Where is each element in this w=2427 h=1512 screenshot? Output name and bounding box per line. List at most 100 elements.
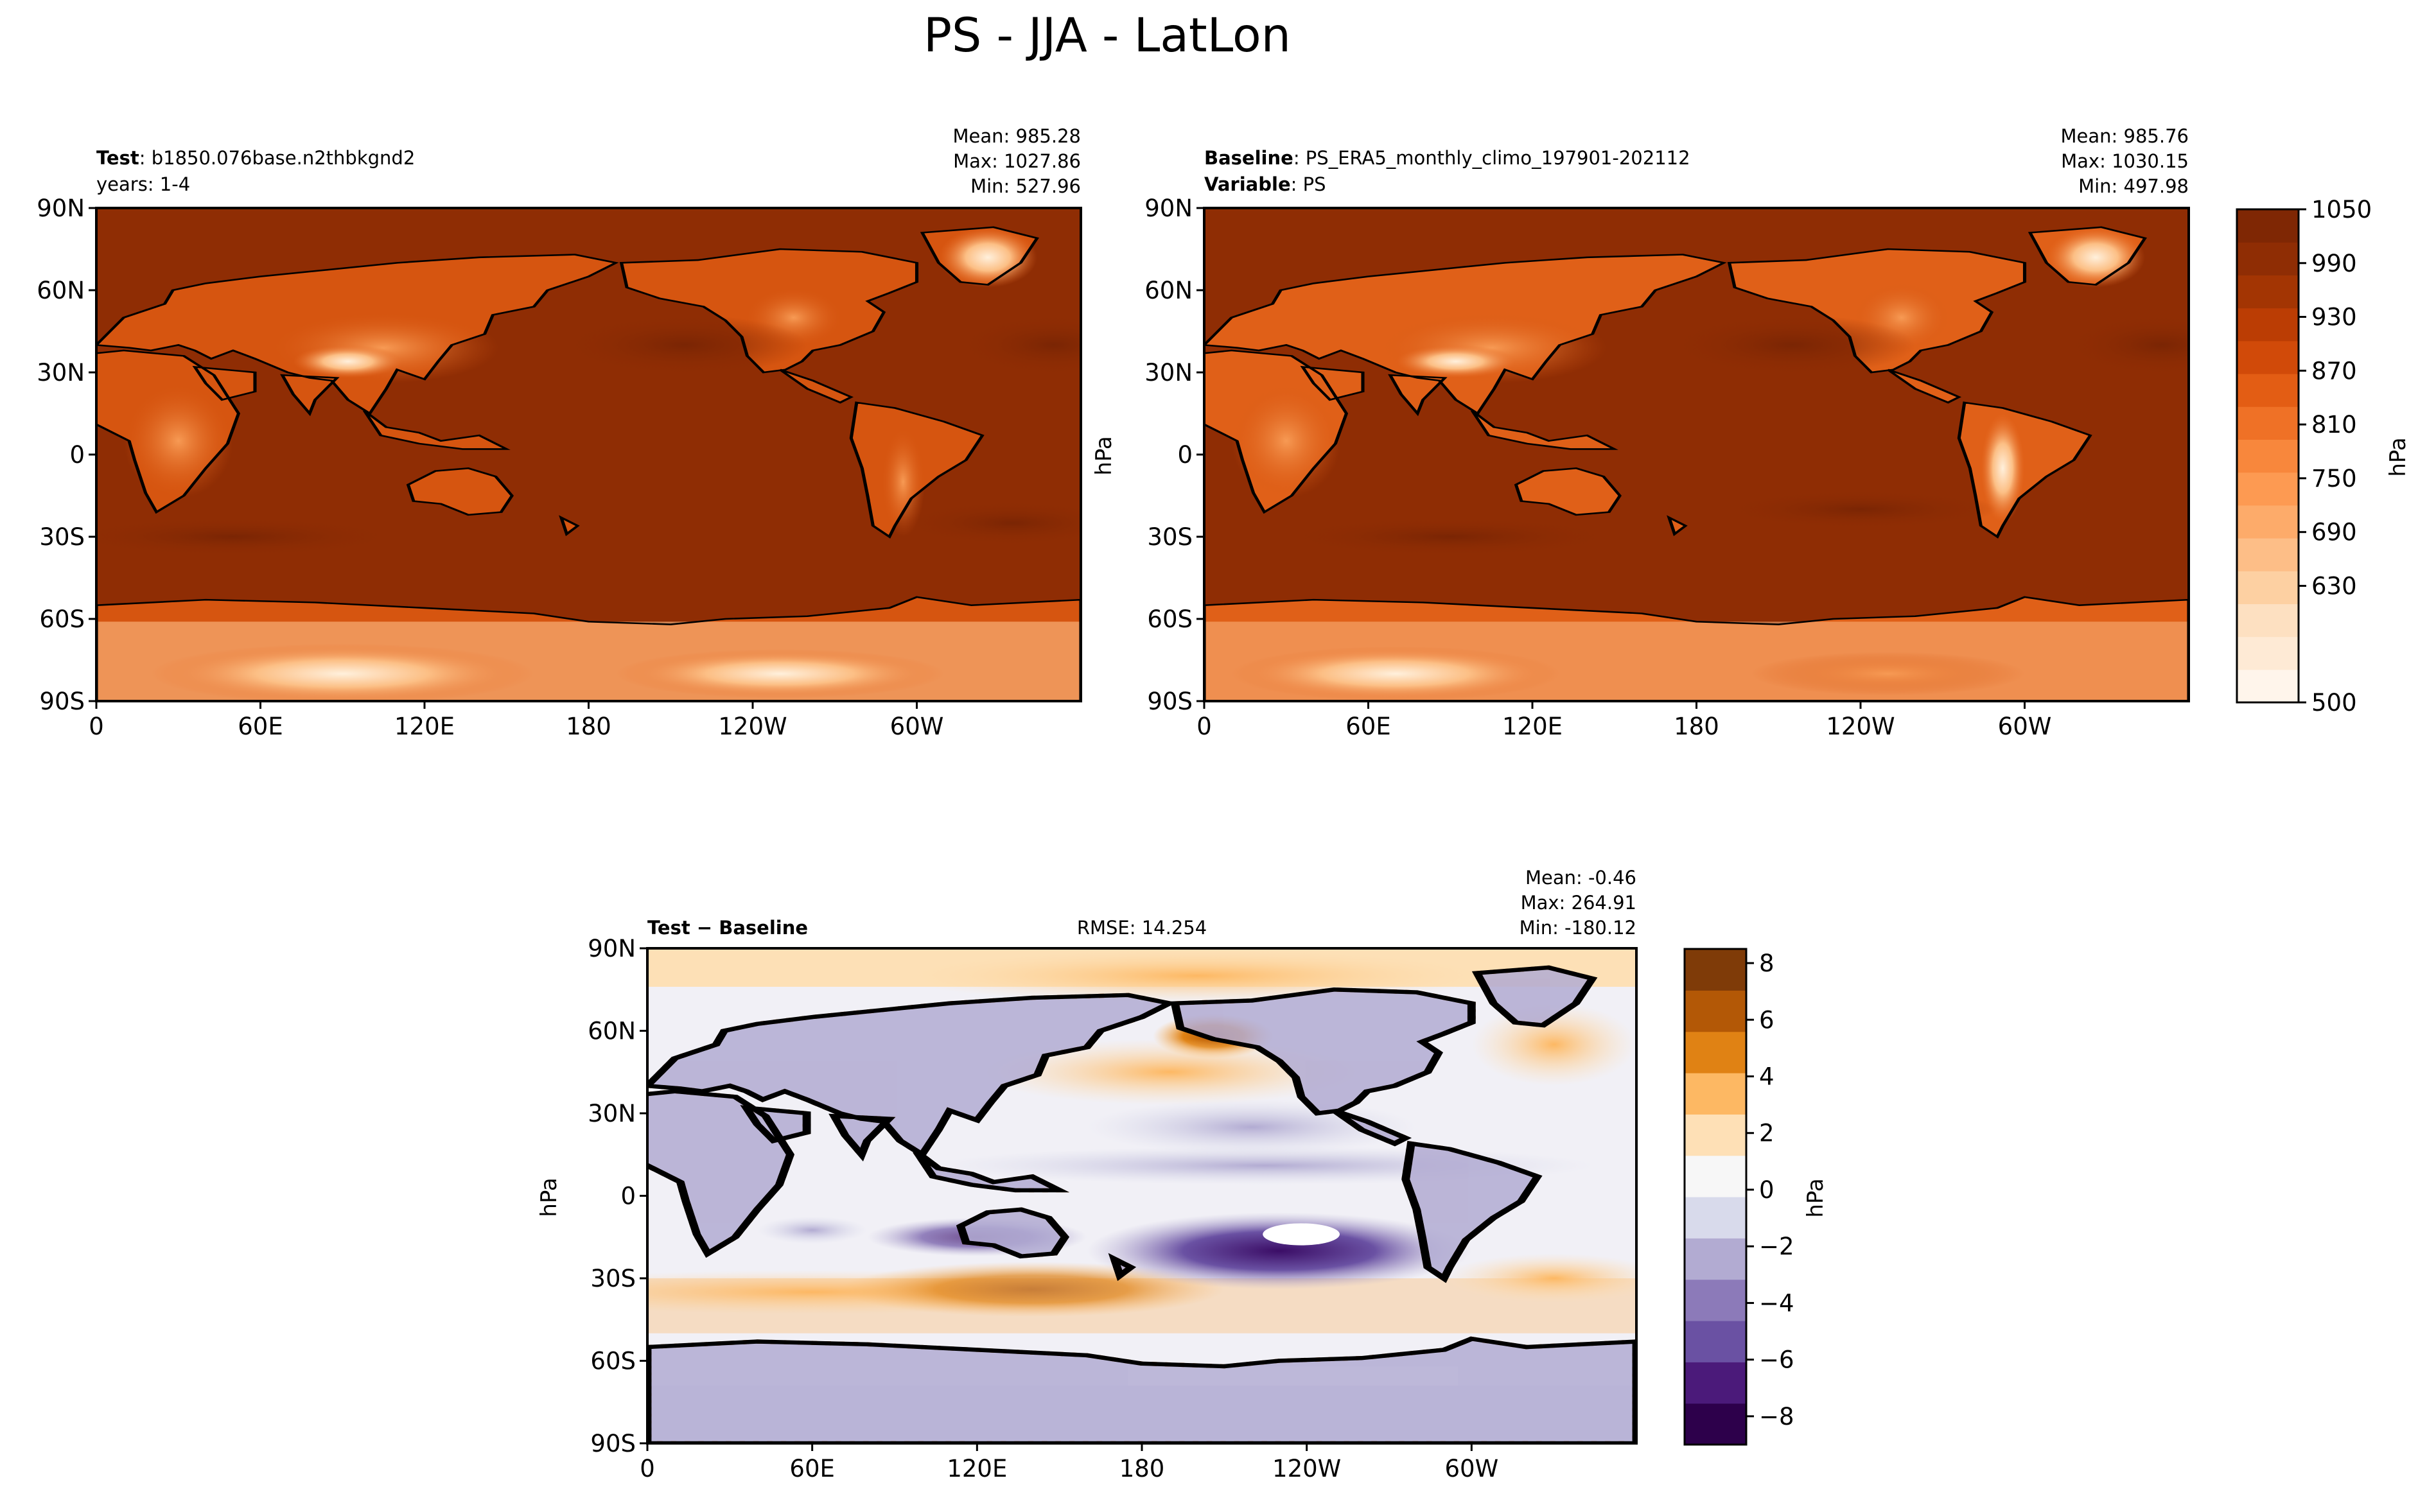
baseline-ylabel: hPa xyxy=(1091,436,1117,475)
colorbar-swatch xyxy=(1685,1403,1746,1445)
colorbar-tick-label: 630 xyxy=(2311,572,2357,600)
baseline-label-bold: Baseline xyxy=(1204,147,1293,169)
colorbar-swatch xyxy=(1685,949,1746,991)
colorbar-swatch xyxy=(2237,209,2299,243)
y-tick-label: 30S xyxy=(39,523,85,551)
colorbar-swatch xyxy=(2237,604,2299,638)
colorbar-swatch xyxy=(2237,439,2299,473)
colorbar-swatch xyxy=(1685,1279,1746,1321)
x-tick-label: 60E xyxy=(238,713,283,740)
test-annotations: Test: b1850.076base.n2thbkgnd2 years: 1-… xyxy=(96,125,1081,197)
colorbar-tick-label: 870 xyxy=(2311,357,2357,385)
y-tick-label: 60S xyxy=(590,1348,636,1375)
y-tick-label: 90S xyxy=(39,688,85,715)
baseline-label-file: : PS_ERA5_monthly_climo_197901-202112 xyxy=(1293,147,1690,169)
colorbar-tick-label: −4 xyxy=(1759,1289,1794,1317)
colorbar-tick-label: 1050 xyxy=(2311,196,2372,223)
variable-label-bold: Variable xyxy=(1204,173,1291,195)
colorbar-tick-label: −2 xyxy=(1759,1233,1794,1260)
x-tick-label: 120E xyxy=(947,1455,1007,1482)
y-tick-label: 90S xyxy=(590,1430,636,1457)
colorbar-swatch xyxy=(2237,308,2299,342)
test-panel xyxy=(95,207,1082,702)
difference-min: Min: -180.12 xyxy=(1520,917,1636,939)
test-map xyxy=(96,208,1081,701)
colorbar-tick-label: 810 xyxy=(2311,411,2357,439)
test-label: Test: b1850.076base.n2thbkgnd2 xyxy=(96,147,415,169)
colorbar-swatch xyxy=(1685,1073,1746,1115)
x-tick-label: 120W xyxy=(718,713,787,740)
colorbar-swatch xyxy=(2237,571,2299,604)
y-tick-label: 60S xyxy=(1147,605,1193,633)
colorbar-tick-label: 0 xyxy=(1759,1176,1774,1204)
y-tick-label: 90N xyxy=(588,935,636,962)
y-tick-label: 60N xyxy=(1144,277,1193,304)
y-tick-label: 60N xyxy=(588,1018,636,1045)
colorbar-swatch xyxy=(2237,505,2299,539)
x-tick-label: 60W xyxy=(1444,1455,1498,1482)
colorbar-tick-label: −8 xyxy=(1759,1403,1794,1430)
y-tick-label: 0 xyxy=(1177,441,1193,469)
test-label-bold: Test xyxy=(96,147,139,169)
difference-panel xyxy=(646,947,1638,1445)
colorbar-swatch xyxy=(1685,990,1746,1032)
y-tick-label: 30N xyxy=(37,359,85,387)
colorbar-swatch xyxy=(2237,374,2299,407)
colorbar-swatch xyxy=(2237,340,2299,374)
x-tick-label: 60E xyxy=(789,1455,834,1482)
difference-label: Test − Baseline xyxy=(647,917,808,939)
colorbar-tick-label: 2 xyxy=(1759,1120,1774,1147)
x-tick-label: 0 xyxy=(1196,713,1212,740)
x-tick-label: 120E xyxy=(394,713,455,740)
test-min: Min: 527.96 xyxy=(970,175,1081,197)
y-tick-label: 30N xyxy=(588,1100,636,1127)
x-tick-label: 180 xyxy=(1674,713,1719,740)
test-mean: Mean: 985.28 xyxy=(953,125,1081,147)
colorbar-swatch xyxy=(1685,1362,1746,1404)
colorbar-tick-label: 690 xyxy=(2311,519,2357,546)
colorbar-tick-label: 750 xyxy=(2311,465,2357,492)
difference-annotations: Test − Baseline RMSE: 14.254 Mean: -0.46… xyxy=(536,867,1636,1217)
colorbar-top-label: hPa xyxy=(2385,437,2411,476)
colorbar-swatch xyxy=(2237,538,2299,571)
colorbar-swatch xyxy=(2237,636,2299,670)
colorbar-swatch xyxy=(2237,406,2299,440)
baseline-label: Baseline: PS_ERA5_monthly_climo_197901-2… xyxy=(1204,147,1690,169)
colorbar-tick-label: −6 xyxy=(1759,1346,1794,1374)
colorbar-swatch xyxy=(1685,1197,1746,1238)
baseline-min: Min: 497.98 xyxy=(2078,175,2189,197)
test-max: Max: 1027.86 xyxy=(953,150,1081,172)
colorbar-tick-label: 4 xyxy=(1759,1063,1774,1091)
y-tick-label: 60S xyxy=(39,605,85,633)
rmse-label: RMSE: 14.254 xyxy=(1077,917,1207,939)
colorbar-frame xyxy=(1683,948,1748,1446)
colorbar-tick-label: 8 xyxy=(1759,950,1774,977)
variable-label: Variable: PS xyxy=(1204,173,1326,195)
x-tick-label: 60E xyxy=(1345,713,1390,740)
colorbar-frame xyxy=(2236,208,2300,704)
figure-title: PS - JJA - LatLon xyxy=(924,8,1291,63)
x-tick-label: 0 xyxy=(640,1455,655,1482)
difference-map xyxy=(647,948,1636,1443)
colorbar-swatch xyxy=(1685,1238,1746,1280)
y-tick-label: 30S xyxy=(1147,523,1193,551)
y-tick-label: 90N xyxy=(37,195,85,222)
test-years: years: 1-4 xyxy=(96,173,190,195)
colorbar-swatch xyxy=(2237,242,2299,275)
x-tick-label: 60W xyxy=(1998,713,2052,740)
y-tick-label: 0 xyxy=(69,441,85,469)
x-tick-label: 180 xyxy=(566,713,611,740)
difference-mean: Mean: -0.46 xyxy=(1525,867,1636,889)
y-tick-label: 0 xyxy=(620,1183,636,1210)
colorbar-swatch xyxy=(1685,1155,1746,1197)
baseline-panel xyxy=(1203,207,2190,702)
baseline-colorbar: 1050 990 930 870 810 750 690 630 500 xyxy=(2236,196,2372,717)
test-label-case: : b1850.076base.n2thbkgnd2 xyxy=(139,147,416,169)
y-tick-label: 90S xyxy=(1147,688,1193,715)
difference-ylabel: hPa xyxy=(536,1177,562,1217)
colorbar-swatch xyxy=(1685,1114,1746,1156)
baseline-map xyxy=(1204,208,2189,701)
colorbar-tick-label: 930 xyxy=(2311,304,2357,331)
